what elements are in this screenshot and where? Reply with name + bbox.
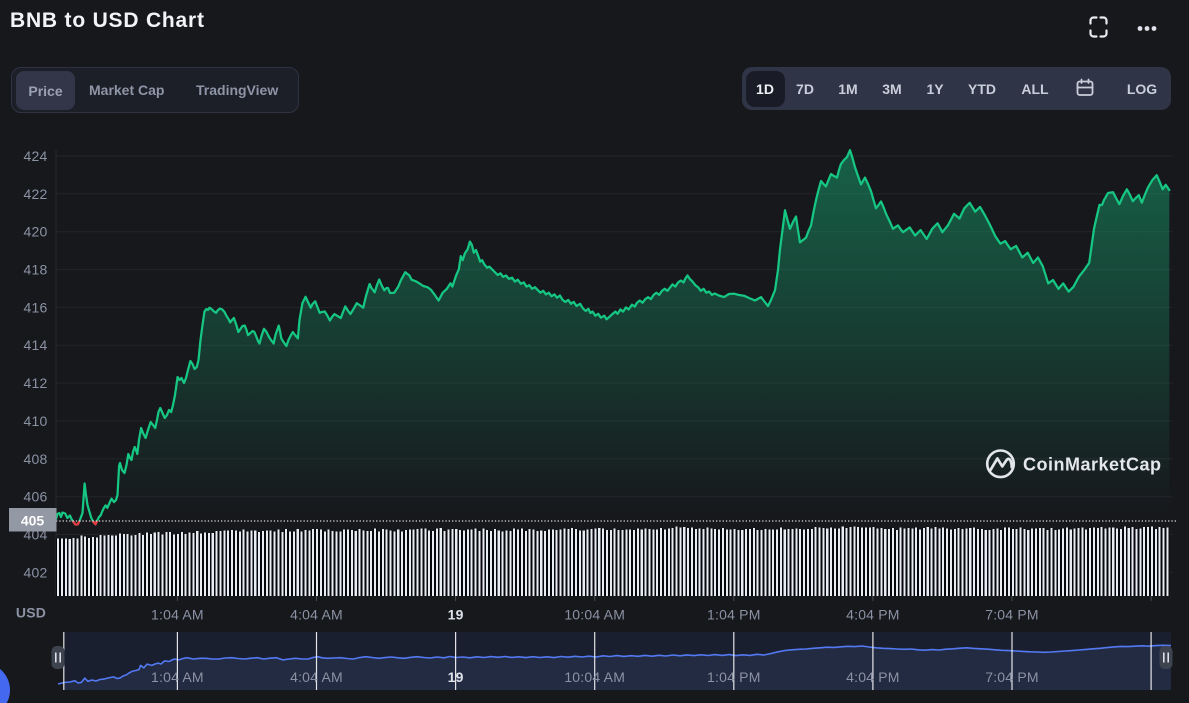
svg-text:10:04 AM: 10:04 AM <box>564 669 625 685</box>
svg-text:422: 422 <box>24 186 48 202</box>
svg-text:4:04 AM: 4:04 AM <box>290 607 343 623</box>
svg-text:414: 414 <box>24 337 48 353</box>
svg-text:1:04 AM: 1:04 AM <box>151 607 204 623</box>
svg-text:19: 19 <box>448 607 464 623</box>
svg-text:7:04 PM: 7:04 PM <box>985 607 1039 623</box>
svg-text:4:04 AM: 4:04 AM <box>290 669 343 685</box>
svg-text:USD: USD <box>16 605 46 621</box>
svg-text:4:04 PM: 4:04 PM <box>846 669 900 685</box>
svg-text:CoinMarketCap: CoinMarketCap <box>1023 455 1162 475</box>
svg-text:420: 420 <box>24 224 48 240</box>
svg-text:410: 410 <box>24 413 48 429</box>
svg-text:1:04 PM: 1:04 PM <box>707 607 761 623</box>
svg-text:412: 412 <box>24 375 48 391</box>
svg-text:1:04 AM: 1:04 AM <box>151 669 204 685</box>
svg-text:1:04 PM: 1:04 PM <box>707 669 761 685</box>
svg-text:4:04 PM: 4:04 PM <box>846 607 900 623</box>
svg-text:418: 418 <box>24 262 48 278</box>
svg-text:7:04 PM: 7:04 PM <box>985 669 1039 685</box>
svg-text:424: 424 <box>24 148 48 164</box>
svg-text:416: 416 <box>24 299 48 315</box>
svg-text:10:04 AM: 10:04 AM <box>564 607 625 623</box>
svg-text:19: 19 <box>448 669 464 685</box>
svg-text:408: 408 <box>24 451 48 467</box>
svg-text:402: 402 <box>24 564 48 580</box>
svg-text:405: 405 <box>21 513 45 529</box>
svg-text:406: 406 <box>24 489 48 505</box>
